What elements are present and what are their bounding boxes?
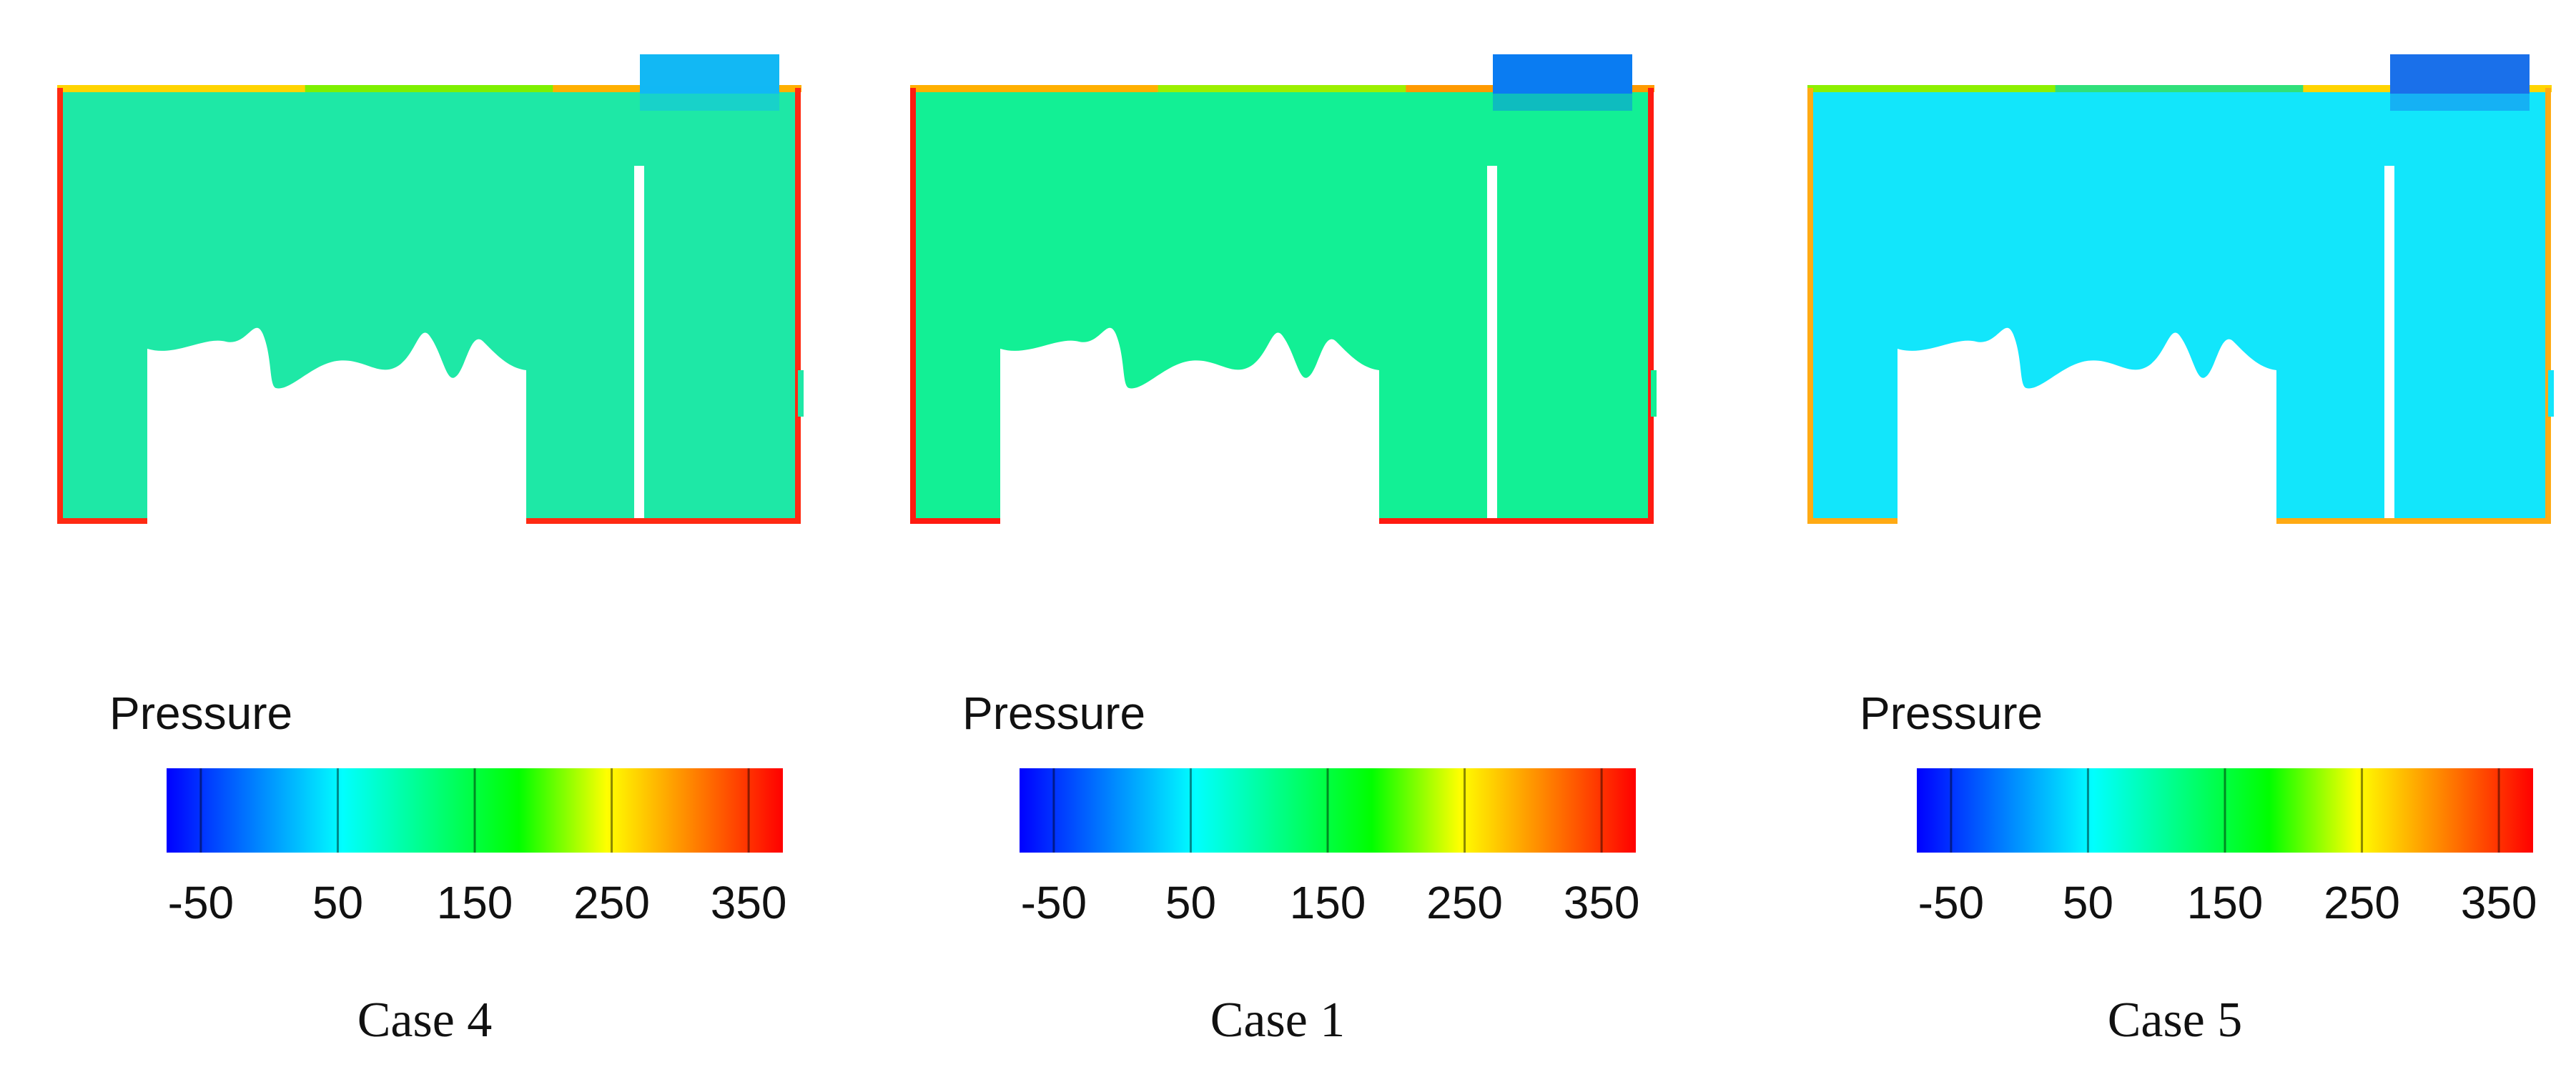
outlet-duct — [2390, 54, 2530, 94]
top-boundary-segment — [57, 85, 306, 92]
colorbar-tick-label: 350 — [711, 877, 787, 928]
left-wall — [57, 88, 63, 524]
colorbar-tick-label: 150 — [437, 877, 513, 928]
colorbar — [1917, 768, 2533, 853]
colorbar — [167, 768, 783, 853]
colorbar — [1020, 768, 1636, 853]
legend-title: Pressure — [1860, 688, 2043, 739]
colorbar-tick-label: 50 — [2063, 877, 2113, 928]
colorbar-tick-label: 250 — [1426, 877, 1503, 928]
legend-title: Pressure — [962, 688, 1145, 739]
top-boundary-segment — [305, 85, 554, 92]
outlet-mixing-zone — [640, 86, 779, 111]
colorbar-tick-label: 150 — [2187, 877, 2264, 928]
solid-body — [1898, 327, 2276, 524]
top-boundary-segment — [1807, 85, 2056, 92]
left-wall — [910, 88, 916, 524]
colorbar-tick-label: 350 — [1564, 877, 1640, 928]
side-inlet-mask — [2554, 370, 2564, 417]
outlet-mixing-zone — [2390, 86, 2530, 111]
panel-case-4: Pressure -50 50 150 250 350 Case 4 — [57, 54, 814, 1048]
outlet-mixing-zone — [1493, 86, 1632, 111]
right-wall — [2545, 88, 2551, 524]
colorbar-tick-label: 350 — [2461, 877, 2537, 928]
colorbar-tick-label: 250 — [573, 877, 650, 928]
panel-case-5: Pressure -50 50 150 250 350 Case 5 — [1807, 54, 2564, 1048]
colorbar-tick-label: 250 — [2324, 877, 2400, 928]
right-wall — [795, 88, 801, 524]
panel-caption: Case 5 — [2108, 993, 2243, 1048]
baffle-gap — [634, 166, 644, 518]
legend-title: Pressure — [109, 688, 292, 739]
panel-case-1: Pressure -50 50 150 250 350 Case 1 — [910, 54, 1667, 1048]
colorbar-tick-label: 50 — [312, 877, 363, 928]
panel-caption: Case 4 — [357, 993, 493, 1048]
side-inlet-mask — [1657, 370, 1667, 417]
panel-caption: Case 1 — [1210, 993, 1346, 1048]
colorbar-tick-label: -50 — [1021, 877, 1087, 928]
top-boundary-segment — [2055, 85, 2304, 92]
colorbar-tick-label: 150 — [1290, 877, 1366, 928]
side-inlet-mask — [804, 370, 814, 417]
right-wall — [1648, 88, 1654, 524]
top-boundary-segment — [910, 85, 1159, 92]
colorbar-tick-label: -50 — [1918, 877, 1985, 928]
outlet-duct — [640, 54, 779, 94]
outlet-duct — [1493, 54, 1632, 94]
left-wall — [1807, 88, 1813, 524]
solid-body — [1000, 327, 1379, 524]
solid-body — [147, 327, 526, 524]
top-boundary-segment — [1158, 85, 1407, 92]
baffle-gap — [2384, 166, 2394, 518]
colorbar-tick-label: 50 — [1165, 877, 1216, 928]
baffle-gap — [1487, 166, 1497, 518]
colorbar-tick-label: -50 — [168, 877, 235, 928]
